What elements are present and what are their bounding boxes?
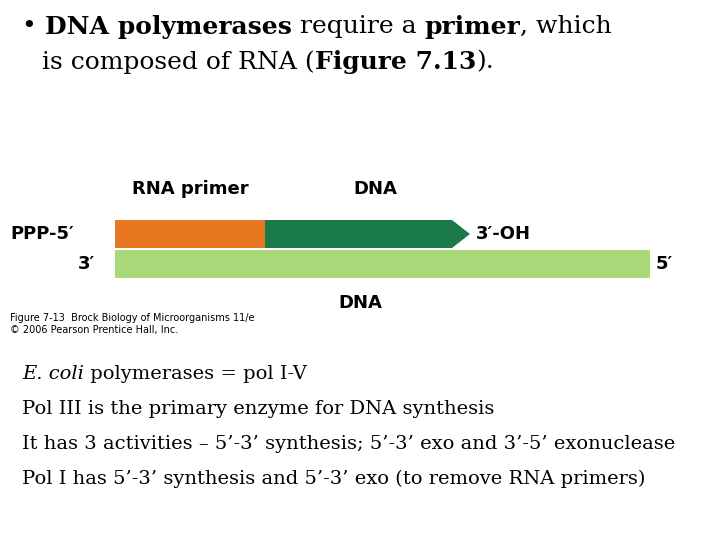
- Text: E. coli: E. coli: [22, 365, 84, 383]
- Text: require a: require a: [292, 15, 424, 38]
- Text: polymerases = pol I-V: polymerases = pol I-V: [84, 365, 307, 383]
- Text: •: •: [22, 15, 45, 38]
- Bar: [115, 250, 650, 278]
- Text: RNA primer: RNA primer: [132, 180, 248, 198]
- Text: 3′-OH: 3′-OH: [476, 225, 531, 243]
- Text: It has 3 activities – 5’-3’ synthesis; 5’-3’ exo and 3’-5’ exonuclease: It has 3 activities – 5’-3’ synthesis; 5…: [22, 435, 675, 453]
- Text: , which: , which: [520, 15, 612, 38]
- Text: 5′: 5′: [656, 255, 673, 273]
- Text: 3′: 3′: [78, 255, 95, 273]
- Bar: [265, 220, 452, 248]
- Bar: [115, 220, 265, 248]
- Text: DNA: DNA: [353, 180, 397, 198]
- Text: DNA polymerases: DNA polymerases: [45, 15, 292, 39]
- Polygon shape: [452, 220, 470, 248]
- Text: ).: ).: [476, 50, 494, 73]
- Text: Figure 7-13  Brock Biology of Microorganisms 11/e: Figure 7-13 Brock Biology of Microorgani…: [10, 313, 254, 323]
- Text: primer: primer: [424, 15, 520, 39]
- Text: DNA: DNA: [338, 294, 382, 312]
- Text: Pol III is the primary enzyme for DNA synthesis: Pol III is the primary enzyme for DNA sy…: [22, 400, 495, 418]
- Text: Figure 7.13: Figure 7.13: [315, 50, 476, 74]
- Text: PPP-5′: PPP-5′: [10, 225, 73, 243]
- Text: is composed of RNA (: is composed of RNA (: [42, 50, 315, 73]
- Text: © 2006 Pearson Prentice Hall, Inc.: © 2006 Pearson Prentice Hall, Inc.: [10, 325, 179, 335]
- Text: Pol I has 5’-3’ synthesis and 5’-3’ exo (to remove RNA primers): Pol I has 5’-3’ synthesis and 5’-3’ exo …: [22, 470, 645, 488]
